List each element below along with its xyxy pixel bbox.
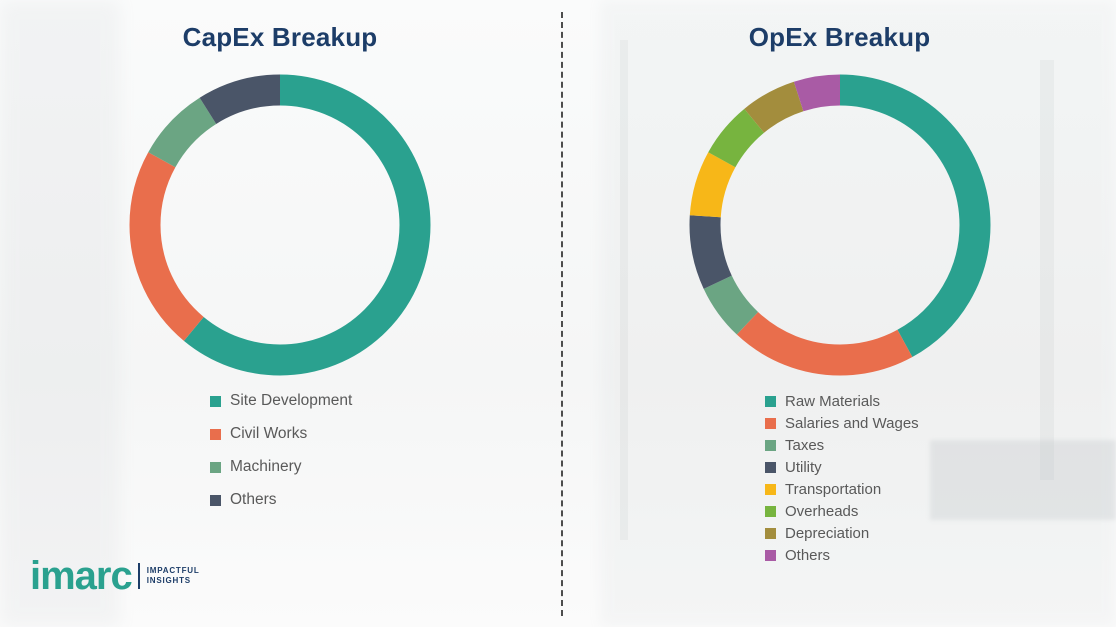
legend-swatch — [765, 418, 776, 429]
legend-label: Site Development — [230, 392, 353, 409]
legend-swatch — [765, 440, 776, 451]
legend-label: Raw Materials — [785, 393, 881, 410]
opex-title: OpEx Breakup — [748, 22, 931, 52]
legend-swatch — [765, 550, 776, 561]
imarc-logo-divider-bar — [137, 563, 140, 589]
legend-item-civil-works: Civil Works — [210, 425, 352, 443]
legend-swatch — [210, 428, 221, 440]
legend-item-others: Others — [210, 491, 352, 509]
opex-donut-svg — [689, 74, 990, 376]
legend-label: Utility — [785, 459, 822, 476]
legend-label: Machinery — [230, 458, 302, 475]
capex-donut-chart — [129, 74, 431, 376]
legend-item-transportation: Transportation — [765, 481, 919, 498]
opex-donut-chart — [689, 74, 991, 376]
vertical-dashed-divider — [561, 12, 563, 616]
legend-swatch — [765, 506, 776, 517]
legend-swatch — [765, 528, 776, 539]
capex-title: CapEx Breakup — [182, 22, 378, 52]
donut-segment-civil-works — [129, 74, 431, 376]
legend-label: Salaries and Wages — [785, 415, 919, 432]
legend-label: Taxes — [785, 437, 825, 454]
legend-swatch — [210, 494, 221, 506]
imarc-wordmark: imarc — [30, 554, 133, 598]
legend-label: Civil Works — [230, 425, 308, 442]
legend-label: Overheads — [785, 503, 859, 520]
legend-item-others: Others — [765, 547, 919, 564]
legend-item-taxes: Taxes — [765, 437, 919, 454]
legend-item-salaries-and-wages: Salaries and Wages — [765, 415, 919, 432]
legend-item-depreciation: Depreciation — [765, 525, 919, 542]
legend-swatch — [765, 396, 776, 407]
capex-panel: CapEx Breakup Site Development Civil Work… — [129, 22, 431, 509]
imarc-tagline-line1: IMPACTFUL — [146, 566, 200, 575]
legend-label: Depreciation — [785, 525, 870, 542]
legend-label: Others — [785, 547, 831, 564]
legend-swatch — [210, 395, 221, 407]
opex-legend: Raw Materials Salaries and Wages Taxes Util… — [765, 393, 919, 564]
legend-item-site-development: Site Development — [210, 392, 352, 410]
capex-donut-svg — [129, 74, 431, 376]
legend-item-machinery: Machinery — [210, 458, 352, 476]
donut-segment-utility — [689, 74, 990, 376]
legend-label: Others — [230, 491, 277, 508]
donut-segment-salaries-and-wages — [689, 74, 990, 376]
legend-item-raw-materials: Raw Materials — [765, 393, 919, 410]
donut-segment-others — [689, 74, 990, 376]
legend-swatch — [765, 462, 776, 473]
legend-swatch — [765, 484, 776, 495]
donut-segment-others — [129, 74, 431, 376]
legend-item-overheads: Overheads — [765, 503, 919, 520]
opex-panel: OpEx Breakup Raw Materials Salaries and W… — [563, 0, 1116, 627]
imarc-logo: imarc IMPACTFUL INSIGHTS — [30, 556, 200, 596]
legend-swatch — [210, 461, 221, 473]
imarc-tagline-line2: INSIGHTS — [146, 576, 191, 585]
imarc-tagline: IMPACTFUL INSIGHTS — [147, 567, 200, 585]
legend-item-utility: Utility — [765, 459, 919, 476]
capex-legend: Site Development Civil Works Machinery Othe… — [210, 392, 352, 509]
legend-label: Transportation — [785, 481, 882, 498]
